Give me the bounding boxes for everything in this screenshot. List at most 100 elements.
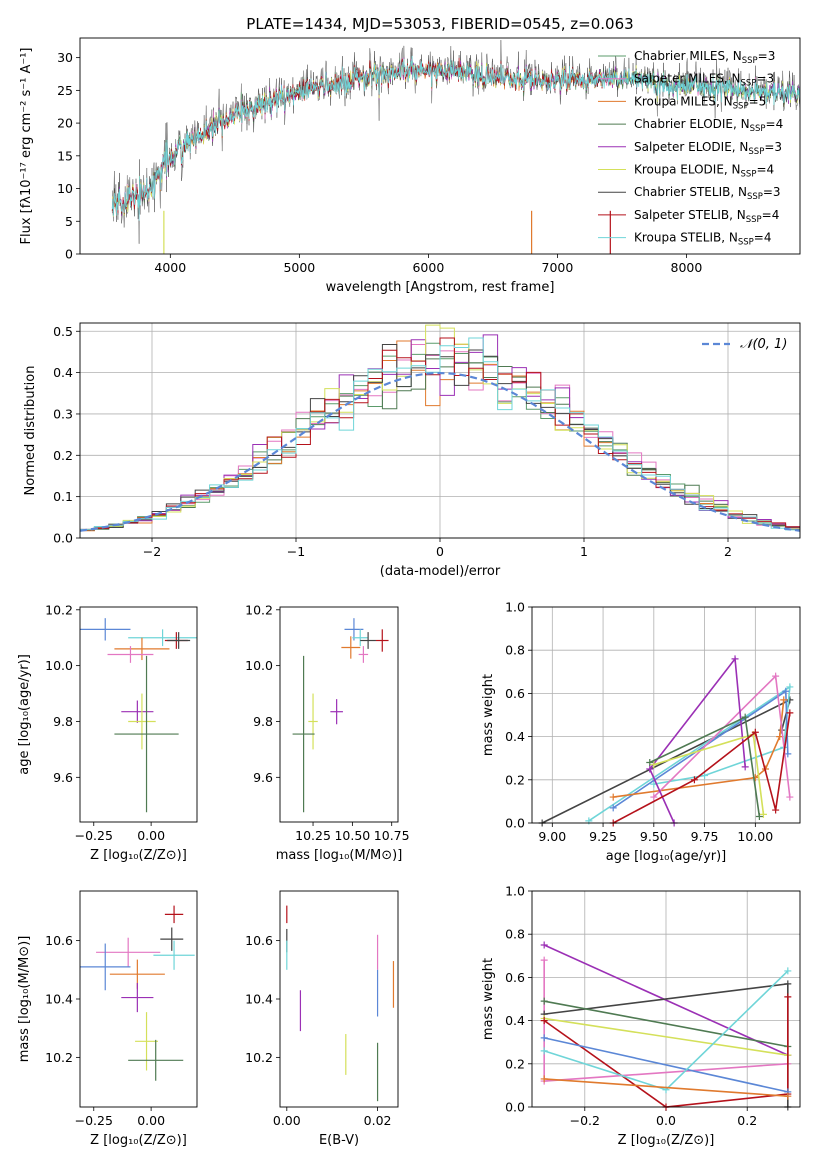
- weight-marker: [690, 776, 698, 784]
- y-tick-label: 10.0: [45, 658, 73, 673]
- y-tick-label: 10: [57, 181, 73, 196]
- legend-entry: Chabrier STELIB, NSSP=3: [634, 185, 781, 202]
- error-bars: [286, 905, 395, 1102]
- error-bar-point: [121, 700, 154, 723]
- y-tick-label: 0.2: [505, 772, 525, 787]
- weight-lines: [540, 941, 792, 1111]
- legend-suffix: =3: [763, 185, 781, 199]
- x-axis-label: age [log₁₀(age/yr)]: [606, 849, 727, 864]
- x-tick-label: −2: [143, 544, 161, 559]
- error-bar-point: [341, 636, 361, 659]
- error-bar-point: [107, 646, 154, 663]
- x-tick-label: 6000: [412, 260, 444, 275]
- weight-marker: [731, 655, 739, 663]
- weight-marker: [540, 956, 548, 964]
- x-axis-label: Z [log₁₀(Z/Z⊙)]: [618, 1133, 715, 1148]
- error-bar-point: [128, 693, 156, 750]
- legend-suffix: =4: [754, 231, 772, 245]
- age-vs-metallicity-panel: −0.25 0.00 9.6 9.8 10.0 10.2 Z [log₁₀(Z/Z⊙)] ag…: [17, 602, 198, 863]
- legend-entry: Kroupa MILES, NSSP=5: [634, 94, 766, 111]
- y-tick-label: 1.0: [505, 600, 525, 615]
- x-tick-label: 9.00: [538, 829, 566, 844]
- x-tick-label: 4000: [154, 260, 186, 275]
- error-bars: [292, 618, 389, 813]
- x-tick-label: 9.50: [640, 829, 668, 844]
- weight-marker: [650, 761, 658, 769]
- mass-vs-extinction-panel: 0.00 0.02 10.2 10.4 10.6 E(B-V): [245, 890, 399, 1148]
- legend-label: Chabrier STELIB, N: [634, 185, 747, 199]
- weight-marker: [786, 793, 794, 801]
- legend-subscript: SSP: [741, 79, 757, 89]
- y-axis-label: Flux [fλ10⁻¹⁷ erg cm⁻² s⁻¹ A⁻¹]: [19, 48, 34, 245]
- y-tick-label: 0: [65, 247, 73, 262]
- legend-label: Kroupa ELODIE, N: [634, 163, 741, 177]
- y-tick-label: 0.4: [505, 729, 525, 744]
- x-tick-label: 10.25: [295, 828, 331, 843]
- axes-frame: [531, 890, 801, 1108]
- y-tick-label: 0.6: [505, 970, 525, 985]
- y-tick-label: 10.6: [45, 933, 73, 948]
- x-tick-label: 5000: [283, 260, 315, 275]
- weight-marker: [540, 1017, 548, 1025]
- axes-frame: [279, 606, 399, 823]
- axes-frame: [79, 37, 801, 255]
- weight-marker: [540, 1034, 548, 1042]
- y-tick-label: 0.6: [505, 686, 525, 701]
- y-tick-label: 0.1: [53, 489, 73, 504]
- y-axis-label: Normed distribution: [23, 366, 38, 496]
- weight-marker: [784, 993, 792, 1001]
- x-tick-label: −1: [287, 544, 305, 559]
- weight-series-9: [612, 712, 791, 824]
- legend-label: Kroupa MILES, N: [634, 94, 733, 108]
- x-tick-label: −0.25: [75, 1113, 113, 1128]
- weight-marker: [784, 967, 792, 975]
- x-tick-label: 0.2: [737, 1113, 757, 1128]
- legend-entry: Chabrier MILES, NSSP=3: [634, 49, 775, 66]
- y-tick-label: 0.4: [505, 1013, 525, 1028]
- weight-marker: [741, 763, 749, 771]
- weight-marker: [782, 687, 790, 695]
- x-tick-label: 10.75: [374, 828, 410, 843]
- mass-vs-metallicity-panel: −0.25 0.00 10.2 10.4 10.6 Z [log₁₀(Z/Z⊙)] mass…: [17, 890, 198, 1148]
- x-axis-label: Z [log₁₀(Z/Z⊙)]: [90, 1133, 187, 1148]
- weight-marker: [646, 765, 654, 773]
- x-axis-label: Z [log₁₀(Z/Z⊙)]: [90, 848, 187, 863]
- spectrum-lines: [111, 40, 800, 254]
- legend-subscript: SSP: [750, 124, 766, 134]
- weight-marker: [540, 941, 548, 949]
- y-tick-label: 0.8: [505, 643, 525, 658]
- y-tick-label: 9.8: [253, 714, 273, 729]
- x-tick-label: −0.25: [75, 828, 113, 843]
- legend-subscript: SSP: [738, 238, 754, 248]
- y-tick-label: 0.0: [505, 816, 525, 831]
- weight-series-4: [544, 1000, 788, 1048]
- legend-label: Chabrier ELODIE, N: [634, 117, 750, 131]
- legend-label: Kroupa STELIB, N: [634, 231, 738, 245]
- y-tick-label: 0.5: [53, 324, 73, 339]
- weight-marker: [609, 804, 617, 812]
- spectrum-panel: 4000 5000 6000 7000 8000 0 5 10 15 20 25 30 waveleng…: [19, 37, 801, 295]
- x-tick-label: 2: [724, 544, 732, 559]
- y-tick-label: 0.3: [53, 406, 73, 421]
- histograms: [80, 324, 800, 538]
- legend-subscript: SSP: [742, 56, 758, 66]
- y-tick-label: 0.2: [505, 1056, 525, 1071]
- y-axis-label: mass weight: [481, 958, 496, 1040]
- legend-subscript: SSP: [747, 192, 763, 202]
- weight-marker: [786, 696, 794, 704]
- y-tick-label: 9.6: [53, 770, 73, 785]
- y-tick-label: 25: [57, 83, 73, 98]
- axes-frame: [531, 606, 801, 824]
- y-tick-label: 10.4: [245, 992, 273, 1007]
- y-tick-label: 10.2: [245, 602, 273, 617]
- legend-suffix: =3: [756, 72, 774, 86]
- model-spectrum-9: [111, 55, 800, 221]
- weight-series-9: [544, 1078, 788, 1097]
- x-axis-label: mass [log₁₀(M/M⊙)]: [276, 848, 403, 863]
- error-bars: [80, 618, 197, 813]
- y-tick-label: 10.2: [45, 602, 73, 617]
- weight-marker: [540, 997, 548, 1005]
- legend-entry: Kroupa ELODIE, NSSP=4: [634, 163, 774, 180]
- error-bar-point: [80, 618, 131, 641]
